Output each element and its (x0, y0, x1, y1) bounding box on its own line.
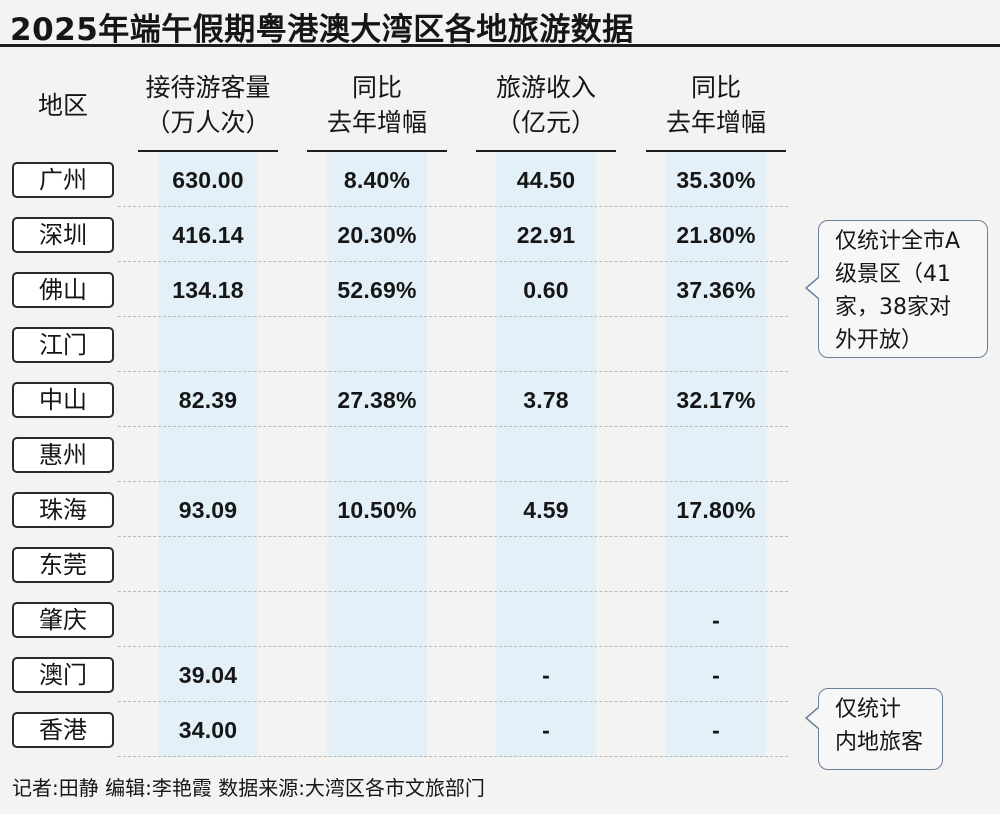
hongkong-note: 仅统计 内地旅客 (818, 688, 943, 770)
visitors-yoy-cell: 20.30% (337, 222, 417, 248)
revenue-yoy-cell (636, 547, 796, 583)
revenue-cell: 44.50 (516, 167, 576, 193)
revenue-yoy-cell: - (712, 717, 720, 743)
row-separator (118, 261, 788, 262)
region-label: 江门 (12, 327, 114, 363)
region-label: 澳门 (12, 657, 114, 693)
visitors-yoy-cell: 52.69% (337, 277, 417, 303)
header-region: 地区 (37, 91, 88, 120)
page-title: 2025年端午假期粤港澳大湾区各地旅游数据 (10, 12, 634, 48)
region-label: 肇庆 (12, 602, 114, 638)
visitors-yoy-cell (297, 712, 457, 748)
header-rule (307, 150, 447, 152)
row-separator (118, 701, 788, 702)
region-label: 广州 (12, 162, 114, 198)
credits-footer: 记者:田静 编辑:李艳霞 数据来源:大湾区各市文旅部门 (12, 776, 485, 800)
visitors-yoy-cell: 8.40% (343, 167, 411, 193)
row-separator (118, 426, 788, 427)
revenue-cell: 22.91 (516, 222, 576, 248)
revenue-yoy-cell: 32.17% (676, 387, 756, 413)
visitors-cell: 416.14 (172, 222, 244, 248)
revenue-yoy-cell: 21.80% (676, 222, 756, 248)
revenue-yoy-cell: - (712, 607, 720, 633)
revenue-yoy-cell (636, 437, 796, 473)
row-separator (118, 591, 788, 592)
revenue-column-band (496, 152, 596, 757)
hongkong-note-pointer (805, 707, 819, 729)
visitors-cell: 134.18 (172, 277, 244, 303)
region-label: 佛山 (12, 272, 114, 308)
visitors-cell (128, 327, 288, 363)
visitors-yoy-cell: 10.50% (337, 497, 417, 523)
row-separator (118, 646, 788, 647)
row-separator (118, 481, 788, 482)
revenue-yoy-cell: 35.30% (676, 167, 756, 193)
revenue-cell: 4.59 (523, 497, 569, 523)
row-separator (118, 536, 788, 537)
visitors-cell: 630.00 (172, 167, 244, 193)
visitors-cell (128, 547, 288, 583)
revenue-yoy-column-band (666, 152, 766, 757)
header-rule (138, 150, 278, 152)
visitors-yoy-cell (297, 437, 457, 473)
revenue-cell: - (542, 717, 550, 743)
revenue-yoy-cell: 17.80% (676, 497, 756, 523)
visitors-cell: 34.00 (178, 717, 238, 743)
visitors-cell: 82.39 (178, 387, 238, 413)
header-revenue: 旅游收入 （亿元） (495, 73, 596, 137)
visitors-cell (128, 437, 288, 473)
revenue-cell: 0.60 (523, 277, 569, 303)
region-label: 中山 (12, 382, 114, 418)
visitors-cell: 93.09 (178, 497, 238, 523)
visitors-cell (128, 602, 288, 638)
revenue-cell: - (542, 662, 550, 688)
region-label: 东莞 (12, 547, 114, 583)
visitors-cell: 39.04 (178, 662, 238, 688)
visitors-yoy-cell (297, 547, 457, 583)
revenue-cell (466, 547, 626, 583)
foshan-note-pointer (805, 277, 819, 299)
revenue-yoy-cell: - (712, 662, 720, 688)
revenue-cell (466, 437, 626, 473)
region-label: 深圳 (12, 217, 114, 253)
row-separator (118, 371, 788, 372)
visitors-yoy-column-band (327, 152, 427, 757)
visitors-yoy-cell (297, 657, 457, 693)
visitors-column-band (158, 152, 258, 757)
revenue-cell (466, 327, 626, 363)
revenue-cell: 3.78 (523, 387, 569, 413)
header-revenue-yoy: 同比 去年增幅 (665, 73, 766, 137)
row-separator (118, 756, 788, 757)
revenue-yoy-cell (636, 327, 796, 363)
foshan-note: 仅统计全市A 级景区（41 家，38家对 外开放） (818, 220, 988, 358)
title-underline (0, 44, 1000, 47)
header-rule (476, 150, 616, 152)
visitors-yoy-cell: 27.38% (337, 387, 417, 413)
visitors-yoy-cell (297, 602, 457, 638)
revenue-yoy-cell: 37.36% (676, 277, 756, 303)
region-label: 香港 (12, 712, 114, 748)
region-label: 惠州 (12, 437, 114, 473)
header-visitors: 接待游客量 （万人次） (145, 73, 271, 137)
row-separator (118, 316, 788, 317)
header-rule (646, 150, 786, 152)
header-visitors-yoy: 同比 去年增幅 (326, 73, 427, 137)
row-separator (118, 206, 788, 207)
revenue-cell (466, 602, 626, 638)
region-label: 珠海 (12, 492, 114, 528)
visitors-yoy-cell (297, 327, 457, 363)
